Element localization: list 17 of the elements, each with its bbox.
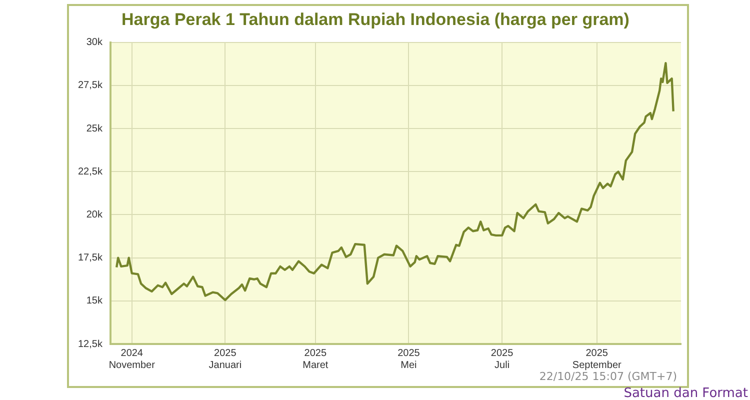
chart-title: Harga Perak 1 Tahun dalam Rupiah Indonesia (harga per gram) — [122, 10, 630, 29]
x-tick-label: 2025 Juli — [490, 348, 514, 371]
x-tick-label: 2025 Januari — [208, 348, 242, 371]
x-tick-label: 2025 Mei — [398, 348, 420, 371]
y-tick-label: 12,5k — [78, 338, 104, 350]
y-tick-label: 25k — [86, 123, 104, 134]
y-tick-label: 17,5k — [78, 252, 104, 264]
y-tick-label: 15k — [86, 296, 104, 307]
y-tick-label: 30k — [86, 37, 104, 48]
text: 22/10/25 15:07 (GMT+7) — [539, 370, 677, 383]
y-tick-label: 20k — [86, 209, 104, 220]
x-tick-label: 2025 September — [572, 348, 622, 371]
x-tick-label: 2024 November — [108, 348, 156, 371]
x-tick-label: 2025 Maret — [302, 348, 328, 371]
text: Satuan dan Format — [624, 386, 748, 400]
y-tick-label: 22,5k — [78, 166, 104, 178]
y-tick-label: 27,5k — [78, 80, 104, 92]
